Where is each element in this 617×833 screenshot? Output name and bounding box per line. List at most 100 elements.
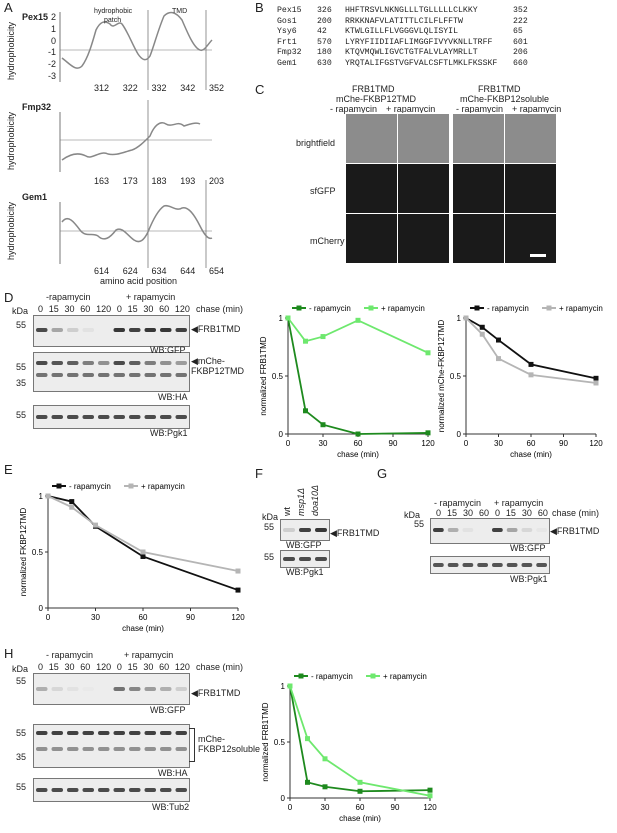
panel-label-g: G bbox=[377, 466, 388, 481]
lane-label: 60 bbox=[478, 508, 489, 518]
d-marker-55-b: 55 bbox=[16, 362, 27, 372]
band bbox=[98, 731, 110, 735]
x-tick-label: 0 bbox=[286, 439, 291, 448]
band bbox=[129, 361, 141, 365]
band bbox=[506, 528, 518, 532]
y-tick-label: 0 bbox=[279, 430, 284, 439]
alignment-row: Gos1 200 RRKKNAFVLATITTLCILFLFFTW 222 bbox=[277, 17, 537, 28]
x-tick-label: 120 bbox=[589, 439, 603, 448]
y-tick-label: 1 bbox=[39, 492, 44, 501]
seq-text: HHFTRSVLNKNGLLLTGLLLLLCLKKY bbox=[345, 6, 478, 15]
h-band-mche: mChe- bbox=[198, 734, 226, 744]
band bbox=[144, 687, 156, 691]
panel-label-a: A bbox=[4, 0, 13, 15]
band bbox=[144, 731, 156, 735]
fmp32-title: Fmp32 bbox=[22, 102, 52, 112]
x-axis-label: chase (min) bbox=[339, 814, 381, 823]
g-band: ◀FRB1TMD bbox=[550, 526, 600, 536]
d-minus-rap: -rapamycin bbox=[46, 292, 91, 302]
band bbox=[315, 557, 327, 561]
y-tick-label: 1 bbox=[279, 314, 284, 323]
protein-name: Gos1 bbox=[277, 16, 297, 26]
x-tick-label: 60 bbox=[356, 803, 365, 812]
y-tick-label: 0 bbox=[457, 430, 462, 439]
seq-start: 630 bbox=[317, 58, 332, 68]
group2-title-line1: FRB1TMD bbox=[478, 84, 521, 94]
lane-label: 60 bbox=[159, 662, 170, 672]
y-axis-label: normalized FRB1TMD bbox=[259, 336, 268, 415]
gem1-xtick: 634 bbox=[151, 266, 167, 276]
band bbox=[315, 528, 327, 532]
band bbox=[175, 731, 187, 735]
pex15-xtick: 322 bbox=[122, 83, 138, 93]
lane-label: 30 bbox=[64, 304, 75, 314]
alignment-row: Gem1 630 YRQTALIFGSTVGFVALCSFTLMKLFKSSKF 66… bbox=[277, 59, 537, 70]
x-tick-label: 120 bbox=[423, 803, 437, 812]
data-point bbox=[528, 372, 534, 378]
fmp32-ylabel: hydrophobicity bbox=[6, 111, 16, 170]
h-bands-gfp bbox=[36, 687, 187, 691]
band bbox=[113, 788, 125, 792]
x-axis-label: chase (min) bbox=[337, 450, 379, 459]
d-kda: kDa bbox=[12, 306, 29, 316]
group1-title-line1: FRB1TMD bbox=[352, 84, 395, 94]
x-tick-label: 90 bbox=[559, 439, 568, 448]
panel-label-f: F bbox=[255, 466, 263, 481]
band bbox=[144, 373, 156, 377]
micrograph-mcherry-2 bbox=[397, 213, 450, 264]
data-point bbox=[287, 683, 293, 689]
band bbox=[175, 747, 187, 751]
legend-marker bbox=[368, 305, 374, 311]
seq-start: 570 bbox=[317, 37, 332, 47]
h-bands-ha bbox=[36, 731, 187, 751]
band bbox=[129, 328, 141, 332]
lane-label: 15 bbox=[505, 508, 516, 518]
band bbox=[129, 731, 141, 735]
band bbox=[477, 563, 488, 567]
d-band-fkbp12: FKBP12TMD bbox=[191, 366, 245, 376]
band bbox=[98, 373, 110, 377]
f-lane-doa10: doa10Δ bbox=[310, 484, 320, 516]
legend-label: + rapamycin bbox=[381, 304, 425, 313]
gem1-xtick: 624 bbox=[122, 266, 138, 276]
micrograph-brightfield-1 bbox=[345, 113, 398, 164]
hydrophobicity-plots bbox=[59, 10, 213, 268]
band bbox=[433, 528, 444, 532]
band bbox=[492, 563, 503, 567]
g-blot-gfp bbox=[430, 518, 550, 544]
data-point bbox=[320, 422, 326, 428]
fmp32-xtick: 203 bbox=[208, 176, 224, 186]
band bbox=[36, 731, 48, 735]
h-kda: kDa bbox=[12, 664, 29, 674]
pex15-xticks: 312 322 332 342 352 bbox=[94, 83, 224, 93]
band bbox=[175, 328, 187, 332]
gem1-xtick: 644 bbox=[180, 266, 196, 276]
g-chase-label: chase (min) bbox=[552, 508, 600, 518]
band bbox=[129, 373, 141, 377]
data-point bbox=[357, 779, 363, 785]
lane-label: 15 bbox=[48, 662, 59, 672]
x-axis-label: chase (min) bbox=[510, 450, 552, 459]
data-point bbox=[463, 315, 469, 321]
x-tick-label: 60 bbox=[139, 613, 148, 622]
data-point bbox=[427, 787, 433, 793]
data-point bbox=[322, 756, 328, 762]
data-point bbox=[303, 338, 308, 344]
lane-label: 0 bbox=[38, 662, 44, 672]
x-tick-label: 30 bbox=[494, 439, 503, 448]
seq-end: 352 bbox=[513, 6, 528, 15]
lane-label: 0 bbox=[436, 508, 442, 518]
alignment-row: Pex15 326 HHFTRSVLNKNGLLLTGLLLLLCLKKY 352 bbox=[277, 6, 537, 17]
band bbox=[175, 687, 187, 691]
ytick: -1 bbox=[47, 47, 56, 58]
panel-label-c: C bbox=[255, 82, 265, 97]
y-tick-label: 1 bbox=[457, 314, 462, 323]
c-minus-rap-2: - rapamycin bbox=[456, 104, 504, 114]
h-chase-label: chase (min) bbox=[196, 662, 244, 672]
legend-marker bbox=[56, 483, 62, 489]
seq-text: LYRYFIIDIIAFLIMGGFIVYVKNLLTRFF bbox=[345, 37, 493, 47]
band bbox=[51, 788, 63, 792]
band bbox=[82, 373, 94, 377]
band bbox=[36, 747, 48, 751]
row-label-sfgfp: sfGFP bbox=[310, 186, 336, 196]
